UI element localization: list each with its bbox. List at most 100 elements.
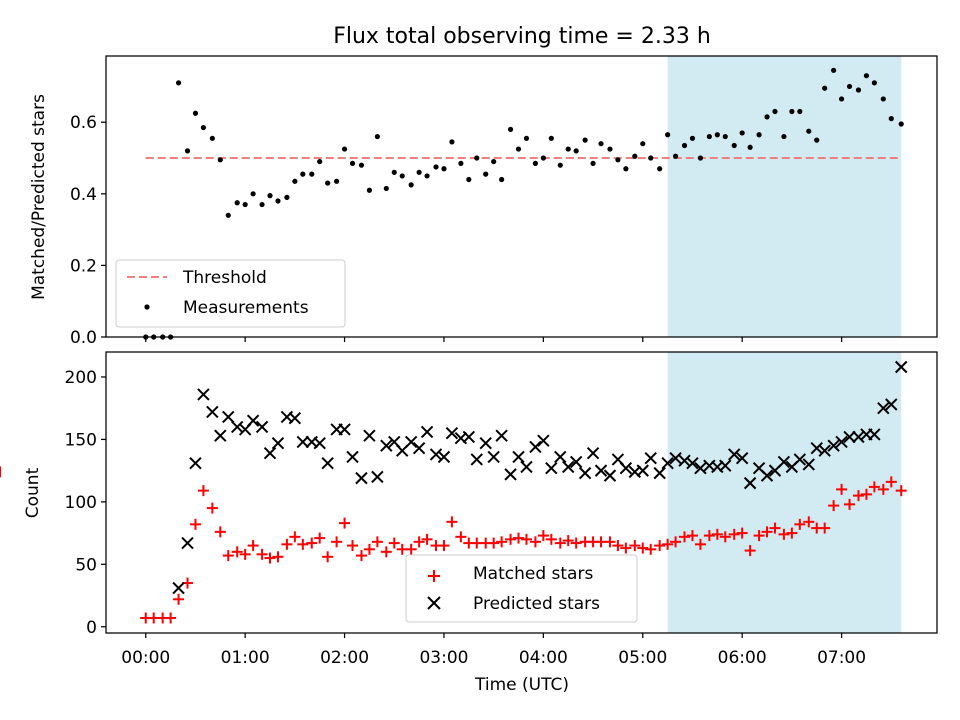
predicted-star-point bbox=[487, 450, 500, 464]
measurement-point bbox=[714, 132, 720, 138]
measurement-point bbox=[540, 155, 546, 161]
legend-predicted-swatch bbox=[427, 596, 441, 610]
measurement-point bbox=[590, 160, 596, 166]
measurement-point bbox=[772, 108, 778, 115]
measurement-point bbox=[515, 146, 522, 152]
measurement-point bbox=[259, 201, 265, 208]
predicted-star-point bbox=[843, 430, 856, 444]
x-tick-label: 00:00 bbox=[121, 648, 170, 668]
measurement-point bbox=[814, 137, 820, 143]
matched-star-point bbox=[189, 518, 201, 530]
measurement-point bbox=[349, 160, 356, 166]
measurement-point bbox=[607, 146, 613, 152]
matched-star-point bbox=[214, 526, 226, 538]
matched-star-point bbox=[803, 516, 815, 528]
matched-star-point bbox=[703, 530, 715, 542]
measurement-point bbox=[697, 155, 704, 161]
measurement-point bbox=[416, 169, 422, 175]
measurement-point bbox=[582, 137, 588, 143]
matched-star-point bbox=[488, 537, 500, 549]
measurement-point bbox=[424, 173, 430, 179]
matched-star-point bbox=[612, 540, 624, 552]
matched-star-point bbox=[173, 593, 185, 605]
matched-star-point bbox=[322, 551, 334, 563]
top-legend-box bbox=[115, 259, 346, 328]
measurement-point bbox=[781, 133, 787, 140]
measurement-point bbox=[747, 144, 753, 150]
measurement-point bbox=[466, 176, 472, 183]
measurement-point bbox=[317, 158, 323, 165]
predicted-star-point bbox=[437, 450, 451, 464]
matched-star-point bbox=[744, 545, 756, 557]
measurement-point bbox=[548, 135, 554, 141]
measurement-point bbox=[657, 166, 663, 172]
measurement-point bbox=[250, 191, 256, 197]
matched-star-point bbox=[736, 527, 748, 539]
bottom-legend: Matched stars Predicted stars bbox=[405, 554, 638, 623]
measurement-point bbox=[532, 160, 539, 166]
predicted-star-point bbox=[363, 429, 376, 442]
matched-star-point bbox=[769, 522, 781, 534]
measurement-point bbox=[806, 128, 812, 134]
matched-star-point bbox=[844, 498, 856, 510]
matched-star-point bbox=[339, 517, 351, 529]
predicted-star-point bbox=[537, 434, 550, 447]
predicted-star-point bbox=[338, 423, 351, 436]
measurement-point bbox=[234, 200, 240, 206]
matched-star-point bbox=[686, 530, 698, 542]
bottom-y-axis-label: Count bbox=[23, 467, 43, 518]
measurement-point bbox=[855, 87, 862, 93]
measurement-point bbox=[449, 139, 455, 145]
measurement-point bbox=[175, 80, 182, 86]
predicted-star-point bbox=[885, 398, 898, 411]
matched-star-point bbox=[347, 540, 359, 552]
predicted-star-point bbox=[420, 425, 434, 439]
predicted-star-point bbox=[520, 460, 533, 474]
matched-star-point bbox=[247, 540, 259, 552]
matched-star-point bbox=[197, 485, 209, 497]
predicted-star-point bbox=[802, 458, 815, 471]
matched-star-point bbox=[728, 528, 740, 540]
predicted-star-point bbox=[380, 439, 393, 452]
matched-star-point bbox=[297, 538, 309, 550]
measurement-point bbox=[507, 126, 514, 132]
x-tick-label: 03:00 bbox=[419, 648, 468, 668]
measurement-point bbox=[863, 73, 870, 79]
top-plot-frame bbox=[105, 55, 938, 338]
top-panel: 0.0 0.2 0.4 0.6 Matched/Predicted stars Thr… bbox=[29, 55, 938, 348]
matched-star-point bbox=[629, 540, 641, 552]
measurement-point bbox=[523, 135, 530, 141]
measurement-point bbox=[880, 96, 886, 102]
matched-star-point bbox=[895, 485, 907, 497]
predicted-star-point bbox=[355, 471, 368, 485]
predicted-star-point bbox=[197, 388, 210, 401]
measurement-point bbox=[665, 132, 671, 138]
matched-star-point bbox=[794, 518, 806, 530]
matched-star-point bbox=[819, 522, 831, 534]
measurement-point bbox=[374, 133, 380, 140]
predicted-star-point bbox=[479, 436, 492, 450]
matched-star-point bbox=[513, 532, 525, 544]
legend-predicted-label: Predicted stars bbox=[473, 594, 600, 614]
measurement-point bbox=[341, 146, 348, 152]
legend-measurements-label: Measurements bbox=[183, 298, 309, 318]
measurement-point bbox=[441, 166, 447, 172]
predicted-star-point bbox=[653, 466, 666, 480]
matched-star-point bbox=[719, 531, 731, 543]
measurement-point bbox=[300, 171, 306, 177]
top-shaded-region bbox=[667, 56, 902, 337]
top-y-axis-label: Matched/Predicted stars bbox=[29, 94, 49, 300]
measurement-point bbox=[200, 124, 207, 131]
predicted-star-point bbox=[504, 468, 517, 481]
matched-star-point bbox=[222, 550, 234, 562]
predicted-star-point bbox=[818, 444, 831, 457]
predicted-star-point bbox=[231, 420, 244, 434]
predicted-star-point bbox=[371, 470, 384, 484]
predicted-star-point bbox=[222, 410, 235, 424]
predicted-star-point bbox=[462, 430, 476, 444]
measurement-point bbox=[284, 194, 290, 200]
matched-star-point bbox=[388, 537, 400, 549]
predicted-star-point bbox=[214, 429, 227, 442]
matched-star-point bbox=[413, 536, 425, 548]
predicted-star-point bbox=[296, 435, 310, 449]
